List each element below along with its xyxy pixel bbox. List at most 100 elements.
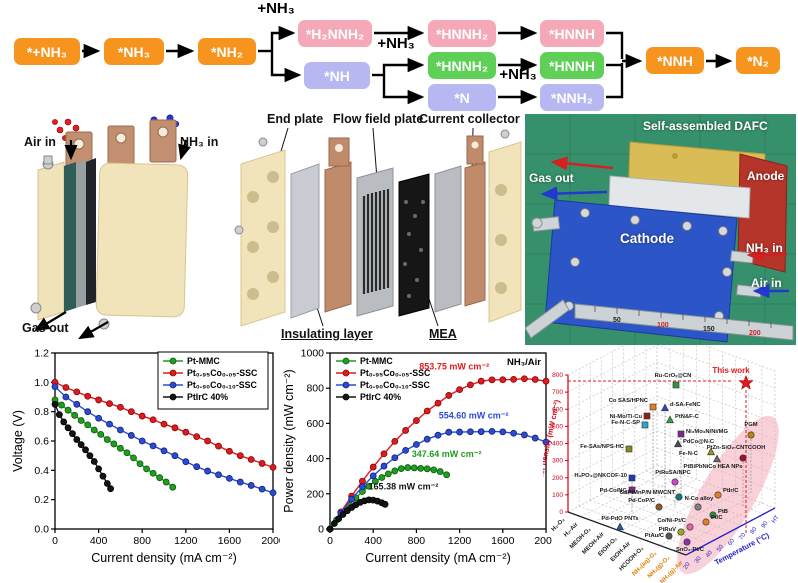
svg-text:Ni₂Mo₃N/Ni/MG: Ni₂Mo₃N/Ni/MG: [686, 429, 728, 435]
current-collector-plate-right: [464, 135, 486, 307]
rulers: [524, 299, 794, 341]
svg-text:0.4: 0.4: [34, 465, 49, 477]
svg-text:PtIrC 40%: PtIrC 40%: [187, 392, 228, 402]
photo-flow-arrows: [540, 156, 789, 299]
svg-text:Current density (mA cm⁻²): Current density (mA cm⁻²): [91, 551, 237, 565]
svg-text:Pd-Co/NG: Pd-Co/NG: [600, 488, 628, 494]
svg-text:N-Co alloy: N-Co alloy: [685, 496, 714, 502]
svg-text:1200: 1200: [174, 535, 198, 547]
svg-text:0: 0: [559, 509, 563, 516]
annotation: 554.60 mW cm⁻²: [439, 410, 509, 420]
flow-arrows: [34, 139, 191, 340]
svg-text:700: 700: [552, 389, 563, 396]
svg-text:Pt₀.₉₀Co₀.₁₀-SSC: Pt₀.₉₀Co₀.₁₀-SSC: [360, 380, 431, 390]
current-collector-label: Current collector: [419, 112, 520, 126]
svg-text:400: 400: [90, 535, 108, 547]
svg-text:Pd-CoP/C: Pd-CoP/C: [628, 498, 656, 504]
svg-text:PtB: PtB: [718, 509, 728, 515]
stack-layer-teal: [64, 162, 76, 312]
photo-title: Self-assembled DAFC: [643, 119, 768, 133]
dafc-photo: Self-assembled DAFC Anode Gas out Cathod…: [524, 114, 796, 345]
legend: Pt-MMC Pt₀.₉₅Co₀.₀₅-SSC Pt₀.₉₀Co₀.₁₀-SSC Pt…: [157, 351, 269, 410]
svg-text:This work: This work: [712, 366, 750, 375]
pathway-plus-nh3-label: +NH₃: [257, 0, 295, 17]
pathway-node: *NNH: [646, 47, 704, 74]
pathway-plus-nh3-label: +NH₃: [377, 35, 415, 52]
pathway-node: *HNNH₂: [428, 52, 496, 79]
series-Pt-MMC: [51, 396, 177, 491]
series-Pt₀.₉₅Co₀.₀₅-SSC: [51, 378, 277, 471]
anode-red-plate: [737, 153, 788, 273]
svg-text:400: 400: [364, 535, 382, 547]
svg-text:0.6: 0.6: [34, 436, 49, 448]
svg-text:200: 200: [306, 488, 324, 500]
front-end-plate: [95, 162, 189, 318]
svg-text:1000: 1000: [301, 348, 325, 360]
svg-text:1.0: 1.0: [34, 377, 49, 389]
svg-text:60: 60: [727, 538, 736, 547]
svg-text:400: 400: [552, 441, 563, 448]
svg-text:Pt-MMC: Pt-MMC: [187, 356, 220, 366]
this-work-star: [738, 374, 754, 390]
end-plate-left: [240, 137, 286, 327]
svg-text:30: 30: [694, 555, 703, 564]
exploded-view-art: [234, 127, 522, 327]
pathway-plus-nh3-label: +NH₃: [499, 66, 537, 83]
flow-field-plate-art: [356, 167, 394, 317]
svg-text:PtIr/C: PtIr/C: [723, 488, 739, 494]
svg-text:PtZn-SiO₂-CNTCOOH: PtZn-SiO₂-CNTCOOH: [707, 445, 766, 451]
silver-plate: [608, 175, 751, 219]
pathway-node: *HNNH: [540, 52, 604, 79]
svg-text:NH₃/Air: NH₃/Air: [507, 357, 541, 368]
svg-text:0: 0: [327, 535, 333, 547]
legend: Pt-MMC Pt₀.₉₅Co₀.₀₅-SSC Pt₀.₉₀Co₀.₁₀-SSC Pt…: [336, 356, 431, 402]
svg-text:400: 400: [306, 453, 324, 465]
dafc-photo-art: [524, 114, 796, 345]
svg-text:200: 200: [552, 475, 563, 482]
cathode-label: Cathode: [620, 231, 674, 246]
svg-text:H₃PO₄@NKCOF-10: H₃PO₄@NKCOF-10: [574, 473, 627, 479]
insulating-layer-label: Insulating layer: [281, 327, 373, 341]
svg-text:Pt-MMC: Pt-MMC: [360, 356, 393, 366]
series-Pt₀.₉₀Co₀.₁₀-SSC: [51, 383, 277, 497]
ruler-number: 100: [657, 322, 669, 329]
svg-text:Fe-SAs/NPS-HC: Fe-SAs/NPS-HC: [580, 444, 625, 450]
svg-text:Power density (mW cm⁻²): Power density (mW cm⁻²): [282, 369, 296, 512]
svg-text:PtAu/C: PtAu/C: [645, 533, 665, 539]
svg-text:Current density (mA cm⁻²): Current density (mA cm⁻²): [365, 551, 511, 565]
svg-text:GaPtMnP/N MWCNT: GaPtMnP/N MWCNT: [620, 490, 676, 496]
svg-text:0: 0: [52, 535, 58, 547]
svg-text:Pt₀.₉₀Co₀.₁₀-SSC: Pt₀.₉₀Co₀.₁₀-SSC: [187, 380, 258, 390]
svg-text:1600: 1600: [491, 535, 515, 547]
pathway-node: *NH₂: [198, 38, 256, 65]
pathway-arrows: [82, 25, 733, 105]
pathway-node: *NH₃: [104, 38, 164, 65]
insulating-layer-plate: [290, 163, 320, 319]
annotation: 165.38 mW cm⁻²: [369, 482, 439, 492]
svg-text:50: 50: [716, 544, 725, 553]
svg-text:600: 600: [306, 418, 324, 430]
svg-text:1200: 1200: [448, 535, 472, 547]
annotation: 347.64 mW cm⁻²: [412, 449, 482, 459]
air-in-label: Air in: [751, 276, 782, 290]
mea-label: MEA: [429, 327, 457, 341]
svg-text:HT: HT: [771, 514, 781, 524]
ruler-number: 50: [613, 317, 621, 324]
svg-text:Pt₀.₉₅Co₀.₀₅-SSC: Pt₀.₉₅Co₀.₀₅-SSC: [360, 368, 431, 378]
end-plate-label: End plate: [267, 112, 324, 126]
svg-text:d-SA-FeNC: d-SA-FeNC: [670, 402, 701, 408]
end-plate-right: [488, 129, 522, 323]
svg-text:0.0: 0.0: [34, 524, 49, 536]
flow-field-plate-right: [434, 165, 462, 313]
svg-text:Co SAS/HPNC: Co SAS/HPNC: [609, 398, 649, 404]
annotation: 853.75 mW cm⁻²: [419, 362, 489, 372]
svg-text:Pd-PdO PNTs: Pd-PdO PNTs: [601, 516, 638, 522]
svg-text:Co/Ni-Pt/C: Co/Ni-Pt/C: [657, 518, 686, 524]
